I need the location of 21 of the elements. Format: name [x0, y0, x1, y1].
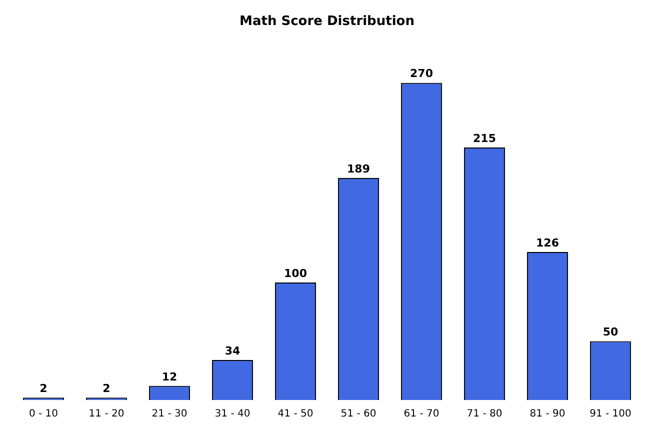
chart-title: Math Score Distribution: [240, 14, 414, 30]
x-tick-label: 51 - 60: [340, 408, 376, 420]
data-label: 189: [347, 162, 370, 176]
x-tick-label: 21 - 30: [152, 408, 188, 420]
data-label: 50: [602, 326, 618, 339]
x-tick-label: 61 - 70: [404, 408, 440, 420]
data-label: 270: [410, 67, 434, 80]
x-tick-label: 81 - 90: [530, 408, 566, 420]
data-label: 2: [40, 382, 48, 396]
x-tick-label: 91 - 100: [590, 408, 632, 420]
data-label: 34: [224, 344, 240, 358]
data-label: 215: [473, 132, 496, 145]
x-tick-label: 31 - 40: [214, 408, 250, 420]
x-tick-label: 71 - 80: [466, 408, 502, 420]
data-label: 100: [284, 266, 308, 280]
data-label: 12: [162, 370, 178, 384]
x-tick-label: 41 - 50: [278, 408, 314, 420]
x-tick-label: 0 - 10: [28, 408, 58, 420]
data-label: 2: [102, 382, 110, 396]
data-label: 126: [536, 236, 560, 250]
x-tick-label: 11 - 20: [88, 408, 124, 420]
